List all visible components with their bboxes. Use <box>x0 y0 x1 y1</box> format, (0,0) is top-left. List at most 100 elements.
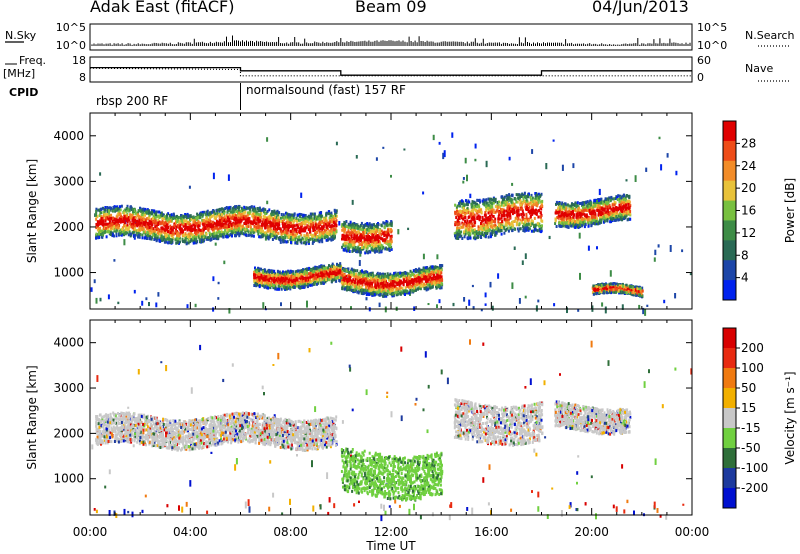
band-cell <box>168 217 171 221</box>
band-cell <box>293 275 296 279</box>
band-cell <box>339 264 342 268</box>
band-cell <box>403 271 406 275</box>
band-cell <box>97 227 100 231</box>
band-cell <box>134 211 137 215</box>
scatter-cell <box>524 295 527 299</box>
band-cell <box>341 228 344 232</box>
band-cell <box>186 228 189 232</box>
band-cell <box>203 210 206 214</box>
band-cell <box>284 278 287 282</box>
band-cell <box>279 278 282 282</box>
scatter-cell <box>123 239 126 246</box>
band-cell <box>423 268 426 272</box>
band-cell <box>141 233 144 237</box>
band-cell <box>335 230 338 234</box>
band-cell <box>428 283 431 287</box>
scatter-cell <box>407 227 410 231</box>
band-cell <box>257 213 260 216</box>
band-cell <box>206 209 209 213</box>
band-cell <box>116 223 119 227</box>
band-cell <box>150 220 153 224</box>
band-cell <box>365 280 368 284</box>
band-cell <box>333 224 335 228</box>
band-cell <box>107 222 110 226</box>
band-cell <box>308 241 310 245</box>
band-cell <box>429 286 432 290</box>
band-cell <box>134 233 137 237</box>
band-cell <box>290 241 292 244</box>
band-cell <box>257 220 260 224</box>
band-cell <box>384 247 387 251</box>
band-cell <box>291 237 294 241</box>
band-cell <box>438 279 441 282</box>
band-cell <box>262 229 264 233</box>
band-cell <box>266 209 269 213</box>
band-cell <box>213 210 215 214</box>
band-cell <box>295 228 298 232</box>
band-cell <box>216 226 219 230</box>
band-cell <box>373 223 375 227</box>
band-cell <box>367 233 370 237</box>
band-cell <box>283 239 286 243</box>
band-cell <box>384 277 387 281</box>
band-cell <box>131 231 134 235</box>
band-cell <box>98 214 101 217</box>
band-cell <box>174 230 177 234</box>
band-cell <box>104 219 107 223</box>
band-cell <box>317 274 320 278</box>
band-cell <box>296 219 298 223</box>
band-cell <box>439 278 442 282</box>
band-cell <box>291 229 294 233</box>
band-cell <box>228 214 231 218</box>
band-cell <box>360 274 363 278</box>
band-cell <box>319 236 321 240</box>
band-cell <box>271 221 273 225</box>
band-cell <box>296 281 299 285</box>
band-cell <box>159 214 162 217</box>
band-cell <box>200 238 203 242</box>
band-cell <box>309 275 312 279</box>
scatter-cell <box>669 245 672 252</box>
scatter-cell <box>212 172 215 180</box>
band-cell <box>330 235 333 239</box>
band-cell <box>431 265 434 269</box>
band-cell <box>298 229 301 233</box>
band-cell <box>247 233 250 237</box>
band-cell <box>368 279 371 283</box>
band-cell <box>259 231 262 235</box>
band-cell <box>347 244 350 248</box>
band-cell <box>300 241 303 245</box>
band-cell <box>368 290 371 294</box>
band-cell <box>289 232 292 235</box>
band-cell <box>239 228 241 232</box>
band-cell <box>286 212 289 216</box>
band-cell <box>245 206 248 210</box>
band-cell <box>329 272 332 276</box>
band-cell <box>234 205 236 209</box>
band-cell <box>367 225 370 229</box>
band-cell <box>234 219 237 223</box>
band-cell <box>374 232 377 236</box>
band-cell <box>105 226 107 230</box>
band-cell <box>412 289 415 293</box>
band-cell <box>334 222 337 226</box>
band-cell <box>364 291 367 294</box>
band-cell <box>302 213 305 217</box>
band-cell <box>99 226 102 230</box>
band-cell <box>330 211 333 215</box>
scatter-cell <box>358 260 361 266</box>
band-cell <box>319 280 322 284</box>
band-cell <box>105 216 108 220</box>
band-cell <box>118 212 121 216</box>
band-cell <box>267 277 270 281</box>
band-cell <box>215 219 218 223</box>
band-cell <box>428 270 431 274</box>
band-cell <box>129 216 132 220</box>
band-cell <box>361 291 364 295</box>
band-cell <box>141 213 144 217</box>
band-cell <box>436 276 439 280</box>
band-cell <box>364 270 367 274</box>
band-cell <box>429 278 431 282</box>
band-cell <box>286 224 289 228</box>
band-cell <box>382 294 385 298</box>
